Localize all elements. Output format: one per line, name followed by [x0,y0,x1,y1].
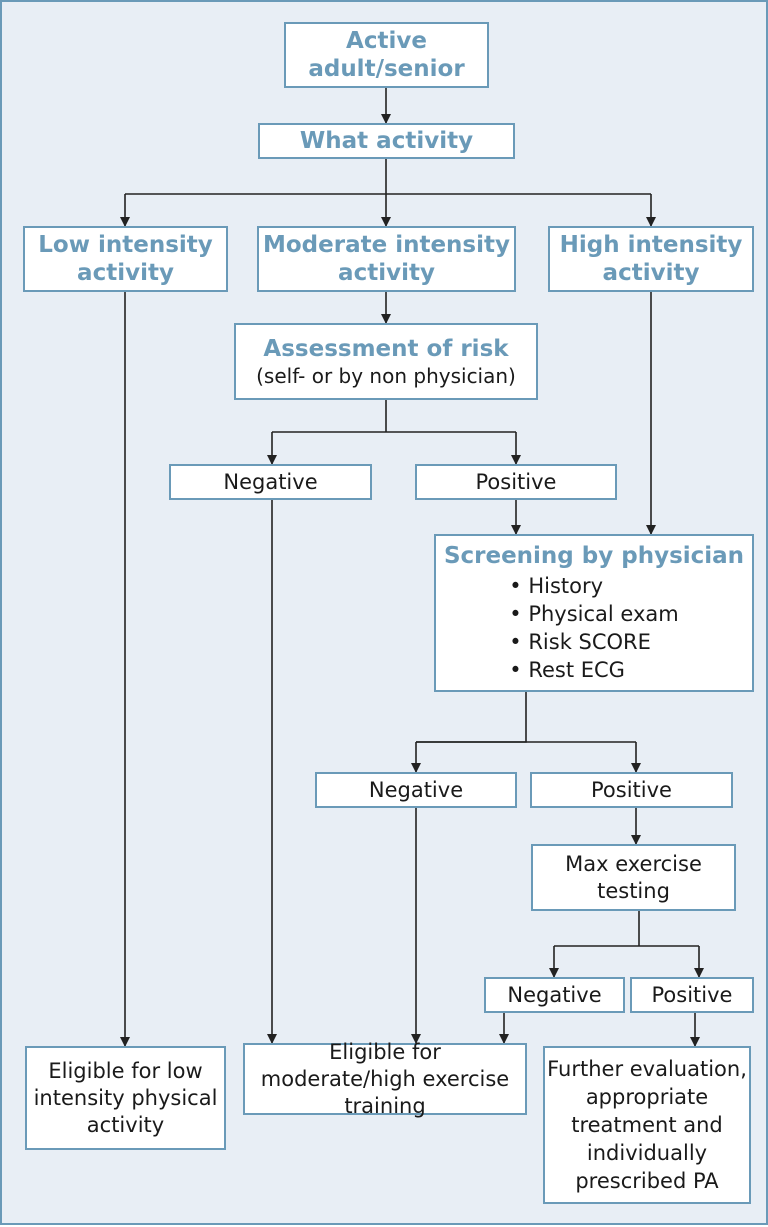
positive-node-3: Positive [630,977,754,1013]
high-intensity-node: High intensity activity [548,226,754,292]
positive-node-2: Positive [530,772,733,808]
screening-item: Physical exam [509,600,678,628]
screening-item: History [509,572,678,600]
line-screening-branch [416,692,527,743]
screening-list: History Physical exam Risk SCORE Rest EC… [509,572,678,684]
moderate-intensity-node: Moderate intensity activity [257,226,516,292]
eligible-low-intensity-node: Eligible for low intensity physical acti… [25,1046,226,1150]
negative-label-2: Negative [368,777,464,802]
further-evaluation-label: Further evaluation, appropriate treatmen… [547,1057,747,1193]
assessment-subtitle: (self- or by non physician) [256,363,516,388]
assessment-of-risk-node: Assessment of risk (self- or by non phys… [234,323,538,400]
moderate-intensity-label: Moderate intensity activity [262,232,510,286]
negative-node-1: Negative [169,464,372,500]
low-intensity-label: Low intensity activity [38,232,213,286]
negative-node-3: Negative [484,977,625,1013]
max-exercise-label: Max exercise testing [565,851,702,903]
eligible-moderate-high-node: Eligible for moderate/high exercise trai… [243,1040,527,1118]
screening-item: Rest ECG [509,656,678,684]
positive-label-1: Positive [475,469,557,494]
what-activity-label: What activity [299,128,474,154]
screening-item: Risk SCORE [509,628,678,656]
low-intensity-node: Low intensity activity [23,226,228,292]
screening-by-physician-node: Screening by physician History Physical … [434,534,754,692]
positive-label-3: Positive [651,982,733,1007]
screening-title: Screening by physician [443,543,745,569]
positive-label-2: Positive [591,777,672,802]
negative-label-3: Negative [507,982,602,1007]
negative-label-1: Negative [223,469,318,494]
high-intensity-label: High intensity activity [559,232,743,286]
positive-node-1: Positive [415,464,617,500]
assessment-title: Assessment of risk [263,335,509,362]
max-exercise-testing-node: Max exercise testing [531,844,736,911]
what-activity-node: What activity [258,123,515,159]
negative-node-2: Negative [315,772,517,808]
active-adult-node: Active adult/senior [284,22,489,88]
active-adult-label: Active adult/senior [308,28,465,82]
eligible-moderate-label: Eligible for moderate/high exercise trai… [260,1039,510,1118]
eligible-low-label: Eligible for low intensity physical acti… [33,1058,218,1137]
further-evaluation-node: Further evaluation, appropriate treatmen… [543,1046,751,1204]
